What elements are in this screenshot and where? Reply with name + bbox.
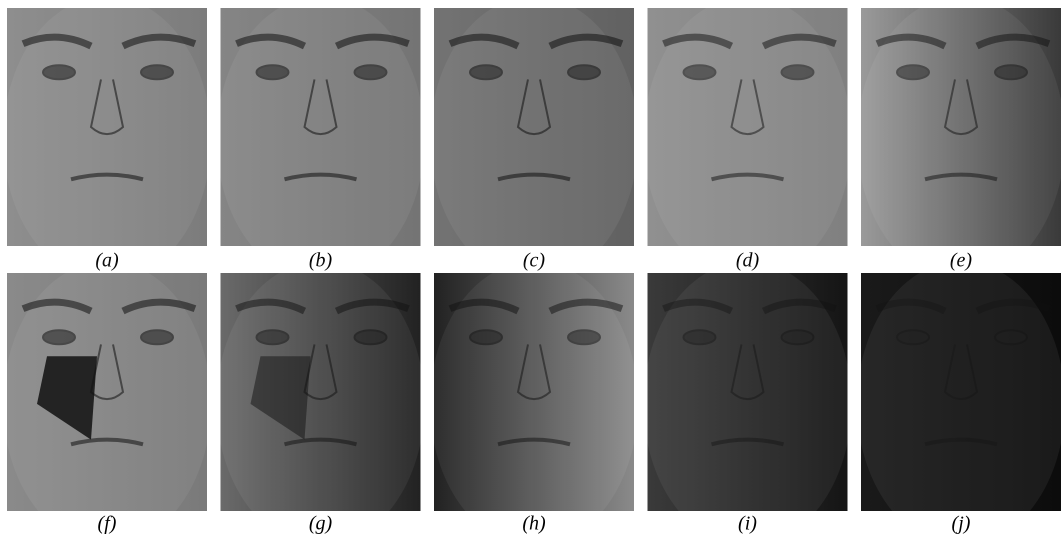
face-image	[857, 261, 1061, 536]
face-image	[3, 0, 211, 282]
subfigure-label: (j)	[952, 513, 971, 535]
face-image	[644, 0, 852, 282]
subfigure-label: (i)	[738, 513, 757, 535]
face-image	[217, 0, 425, 282]
face-image	[644, 261, 852, 536]
face-image	[430, 261, 638, 536]
face-image	[430, 0, 638, 282]
subfigure-label: (g)	[309, 513, 333, 535]
subfigure-label: (h)	[522, 513, 546, 535]
face-image	[3, 261, 211, 536]
face-image	[857, 0, 1061, 282]
figure: (a)(b)(c)(d)(e)(f)(g)(h)(i)(j)	[0, 0, 1061, 536]
face-image	[217, 261, 425, 536]
subfigure-label: (f)	[98, 513, 117, 535]
